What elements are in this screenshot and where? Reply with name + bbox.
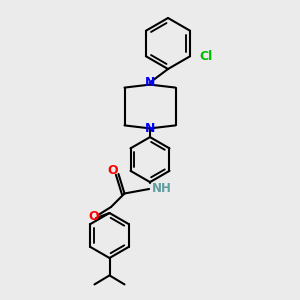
- Text: NH: NH: [152, 182, 172, 196]
- Text: O: O: [108, 164, 118, 177]
- Text: Cl: Cl: [200, 50, 213, 63]
- Text: O: O: [88, 210, 99, 224]
- Text: N: N: [145, 76, 155, 89]
- Text: N: N: [145, 122, 155, 135]
